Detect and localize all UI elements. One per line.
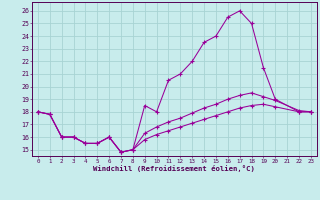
X-axis label: Windchill (Refroidissement éolien,°C): Windchill (Refroidissement éolien,°C): [93, 165, 255, 172]
